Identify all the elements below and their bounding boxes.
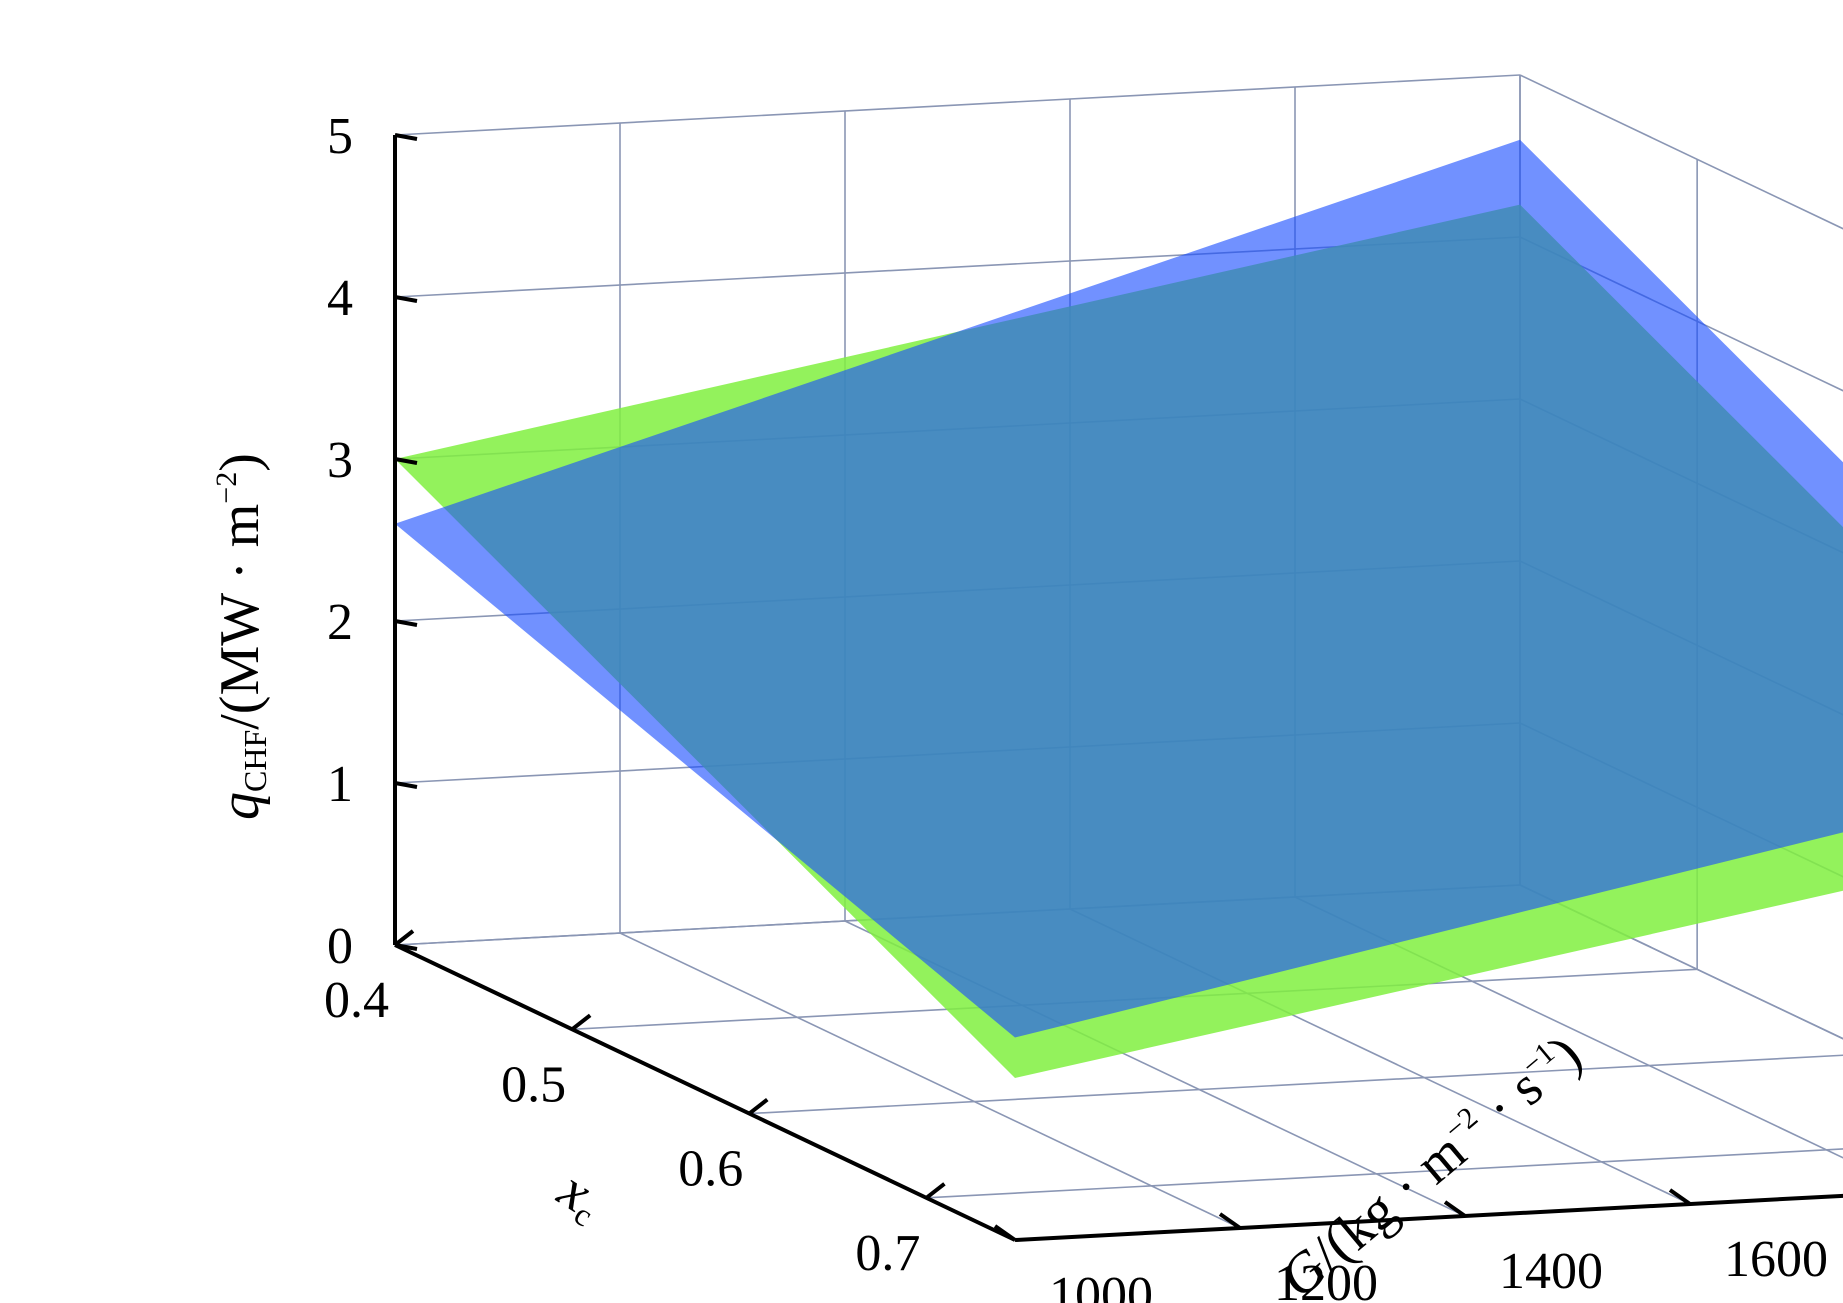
- z-tick-mark: [394, 943, 418, 951]
- x-tick-label: 0.6: [678, 1141, 743, 1198]
- y-axis-line: [1014, 1193, 1843, 1242]
- x-tick-mark: [570, 1013, 592, 1031]
- y-tick-label: 1400: [1499, 1243, 1603, 1300]
- y-tick-mark: [1668, 1188, 1692, 1206]
- surfaces: [395, 139, 1843, 1078]
- z-tick-label: 3: [327, 432, 353, 489]
- z-tick-mark: [394, 781, 418, 789]
- grid-line: [619, 932, 1241, 1229]
- x-tick-label: 0.7: [855, 1225, 920, 1282]
- z-axis-label: qCHF/(MW · m−2): [209, 453, 273, 820]
- y-tick-label: 1200: [1274, 1255, 1378, 1303]
- axes: [393, 133, 1843, 1242]
- z-tick-label: 1: [327, 756, 353, 813]
- x-tick-mark: [748, 1097, 769, 1116]
- tick-labels: 0123450.40.50.60.71000120014001600180020…: [324, 108, 1828, 1303]
- x-tick-label: 0.5: [501, 1056, 566, 1113]
- grid-line: [749, 1054, 1843, 1115]
- x-axis-label: xc: [546, 1158, 614, 1234]
- z-tick-label: 2: [327, 594, 353, 651]
- z-tick-mark: [394, 457, 418, 465]
- z-tick-mark: [394, 295, 418, 303]
- grid-line: [1519, 74, 1843, 230]
- x-axis-line: [394, 943, 1016, 1242]
- z-tick-label: 5: [327, 108, 353, 165]
- y-tick-mark: [1218, 1212, 1242, 1230]
- z-tick-mark: [394, 133, 418, 141]
- grid-line: [394, 74, 1521, 136]
- surface-2: [395, 139, 1843, 1038]
- x-tick-label: 0.4: [324, 972, 389, 1029]
- z-tick-mark: [394, 619, 418, 627]
- x-tick-mark: [925, 1182, 946, 1200]
- grid-line: [926, 1148, 1843, 1199]
- y-tick-mark: [993, 1224, 1017, 1242]
- y-tick-label: 1600: [1724, 1231, 1828, 1288]
- y-tick-mark: [1443, 1200, 1467, 1218]
- z-tick-label: 4: [327, 270, 353, 327]
- x-tick-mark: [393, 929, 415, 947]
- y-tick-label: 1000: [1049, 1267, 1153, 1303]
- z-tick-label: 0: [327, 918, 353, 975]
